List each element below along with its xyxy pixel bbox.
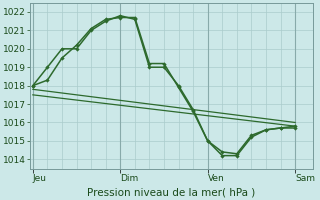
X-axis label: Pression niveau de la mer( hPa ): Pression niveau de la mer( hPa ) xyxy=(87,187,255,197)
